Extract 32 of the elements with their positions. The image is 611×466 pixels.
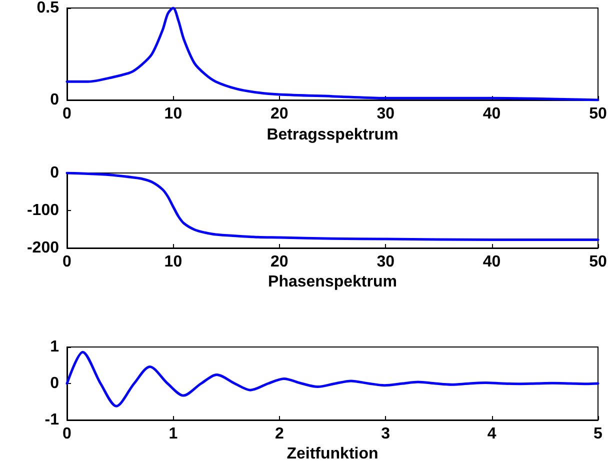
y-tick-label: 0 xyxy=(50,92,60,108)
y-tick-label: 0 xyxy=(50,375,60,392)
x-tick-label: 5 xyxy=(594,426,603,442)
x-tick-label: 10 xyxy=(164,106,182,122)
x-tick-label: 0 xyxy=(62,426,72,442)
y-tick-label: -200 xyxy=(26,240,60,256)
x-tick-label: 4 xyxy=(487,426,496,442)
x-tick-label: 2 xyxy=(274,426,284,442)
x-tick-label: 10 xyxy=(164,254,182,270)
y-tick-label: -100 xyxy=(26,202,60,219)
x-tick-label: 40 xyxy=(482,254,501,270)
x-tick-label: 1 xyxy=(168,426,178,442)
x-tick-label: 0 xyxy=(62,254,72,270)
x-axis-title: Phasenspektrum xyxy=(268,274,397,290)
x-tick-label: 40 xyxy=(482,106,501,122)
x-tick-label: 30 xyxy=(376,106,395,122)
x-tick-label: 50 xyxy=(589,106,607,122)
x-tick-label: 30 xyxy=(376,254,395,270)
x-tick-label: 3 xyxy=(381,426,390,442)
x-tick-label: 50 xyxy=(589,254,607,270)
y-tick-label: -1 xyxy=(44,412,60,428)
line-series xyxy=(66,172,600,241)
y-tick-label: 0.5 xyxy=(36,0,60,16)
x-tick-label: 0 xyxy=(62,106,72,122)
x-tick-label: 20 xyxy=(270,254,288,270)
x-axis-title: Betragsspektrum xyxy=(266,126,398,144)
x-axis-title: Zeitfunktion xyxy=(286,446,378,462)
line-series xyxy=(66,350,600,408)
y-tick-label: 1 xyxy=(50,338,60,356)
y-tick-label: 0 xyxy=(50,164,60,182)
x-tick-label: 20 xyxy=(270,106,288,122)
line-series xyxy=(66,6,600,102)
